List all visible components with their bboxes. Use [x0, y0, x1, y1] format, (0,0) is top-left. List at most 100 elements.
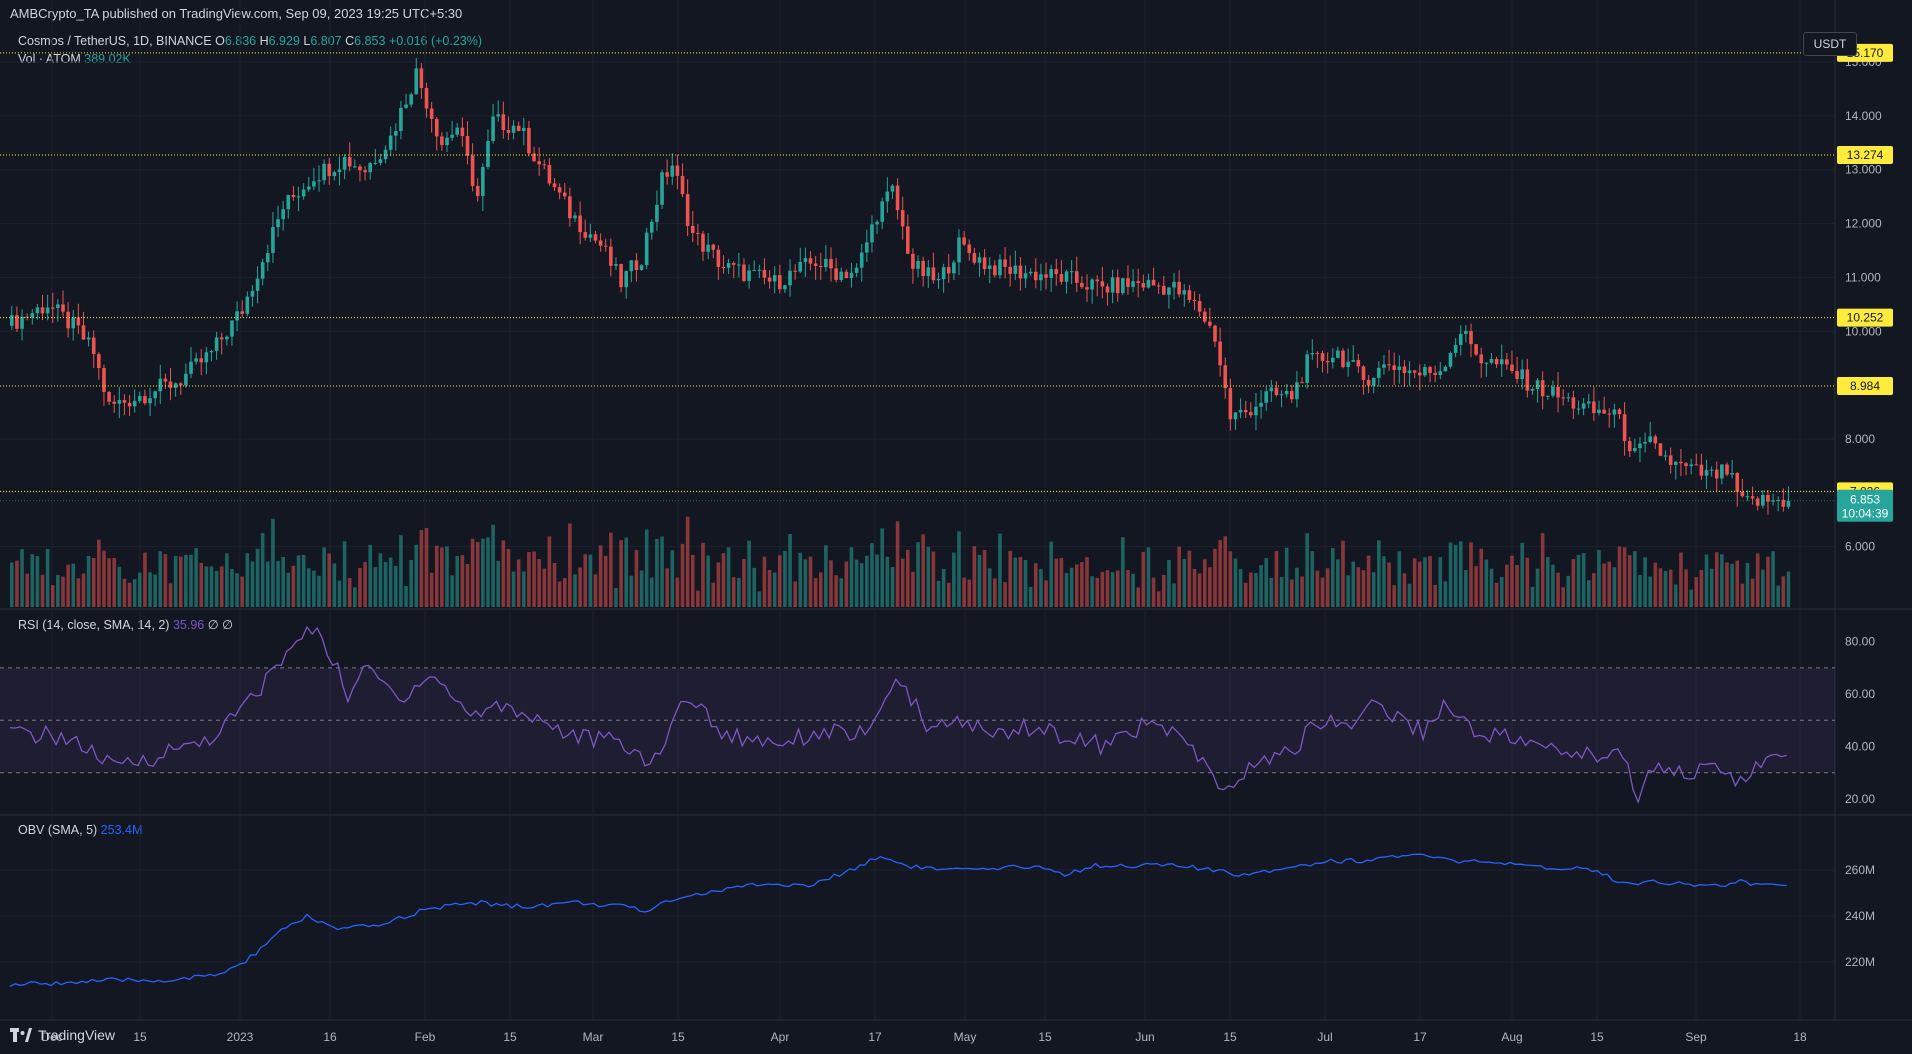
candle-body [752, 270, 756, 272]
volume-bar [1197, 573, 1202, 607]
candle-body [1474, 344, 1478, 355]
candle-body [921, 260, 925, 277]
volume-bar [112, 557, 116, 607]
volume-bar [56, 574, 60, 607]
time-tick-label: Dec [41, 1030, 62, 1044]
candle-body [1310, 353, 1315, 355]
candle-body [132, 400, 137, 407]
volume-bar [788, 534, 792, 607]
volume-bar [1300, 576, 1304, 607]
volume-bar [1028, 586, 1033, 607]
symbol-label: Cosmos / TetherUS, 1D, BINANCE [18, 34, 212, 48]
volume-bar [644, 529, 649, 607]
candle-body [952, 262, 956, 274]
volume-bar [859, 563, 864, 607]
volume-bar [1044, 580, 1048, 607]
candle-body [849, 272, 854, 279]
candle-body [127, 402, 132, 407]
volume-bar [373, 567, 378, 607]
volume-bar [1627, 555, 1632, 607]
volume-bar [1653, 562, 1658, 607]
volume-bar [1489, 568, 1494, 607]
volume-bar [1162, 574, 1166, 607]
volume-bar [66, 564, 70, 607]
volume-bar [260, 533, 265, 607]
volume-bar [1213, 548, 1217, 607]
volume-bar [926, 546, 931, 607]
candle-body [1131, 281, 1135, 287]
volume-bar [312, 570, 316, 607]
volume-bar [1551, 564, 1555, 607]
obv-legend: OBV (SMA, 5) 253.4M [18, 823, 142, 837]
volume-bar [419, 530, 424, 607]
candle-body [731, 263, 736, 265]
volume-bar [1238, 569, 1243, 607]
time-tick-label: Aug [1501, 1030, 1522, 1044]
high-label: H [259, 34, 269, 48]
candle-body [1167, 287, 1171, 295]
volume-bar [470, 538, 475, 607]
candle-body [557, 187, 562, 193]
candle-body [675, 165, 680, 176]
candle-body [624, 271, 628, 288]
volume-bar [1418, 561, 1422, 607]
volume-bar [1136, 587, 1140, 607]
candle-body [880, 201, 884, 222]
volume-bar [20, 549, 24, 607]
volume-bar [50, 585, 55, 607]
candle-body [808, 258, 813, 264]
volume-bar [1341, 540, 1345, 607]
volume-bar [342, 541, 347, 607]
tradingview-logo-icon [10, 1028, 32, 1042]
candle-body [138, 395, 142, 401]
candle-body [998, 259, 1002, 276]
candle-body [936, 278, 941, 281]
volume-bar [1336, 559, 1340, 607]
time-tick-label: Apr [771, 1030, 790, 1044]
candle-body [839, 271, 844, 280]
candle-body [112, 401, 116, 404]
volume-bar [1069, 567, 1074, 607]
volume-bar [1709, 568, 1714, 607]
volume-bar [230, 569, 234, 607]
volume-bar [1781, 576, 1786, 607]
volume-bar [783, 550, 787, 607]
volume-bar [358, 567, 362, 607]
candle-body [1085, 287, 1089, 290]
volume-bar [1233, 558, 1238, 607]
candle-body [1213, 325, 1217, 342]
candle-body [1453, 344, 1458, 353]
volume-bar [696, 590, 700, 607]
candle-body [394, 130, 398, 136]
volume-bar [977, 554, 982, 607]
volume-bar [870, 543, 874, 607]
open-label: O [215, 34, 225, 48]
candle-body [982, 257, 987, 270]
candle-body [824, 258, 828, 268]
volume-bar [434, 545, 439, 607]
candle-body [1382, 364, 1386, 368]
candle-body [91, 337, 96, 355]
volume-bar [1515, 565, 1519, 607]
volume-bar [598, 545, 603, 607]
time-tick-label: 16 [323, 1030, 337, 1044]
volume-bar [404, 586, 408, 607]
candle-body [209, 350, 214, 353]
currency-button[interactable]: USDT [1803, 32, 1857, 56]
candle-body [1115, 277, 1120, 294]
volume-bar [1520, 542, 1524, 607]
obv-label: OBV (SMA, 5) [18, 823, 98, 837]
volume-bar [1274, 551, 1279, 607]
volume-bar [1330, 548, 1335, 607]
volume-bar [10, 562, 14, 607]
candle-body [603, 245, 608, 247]
volume-bar [445, 546, 449, 607]
volume-bar [619, 540, 623, 607]
volume-bar [1571, 558, 1576, 607]
volume-bar [1546, 557, 1550, 607]
volume-bar [987, 568, 992, 607]
volume-bar [1366, 555, 1371, 607]
volume-bar [306, 568, 311, 607]
candle-body [1028, 271, 1033, 274]
